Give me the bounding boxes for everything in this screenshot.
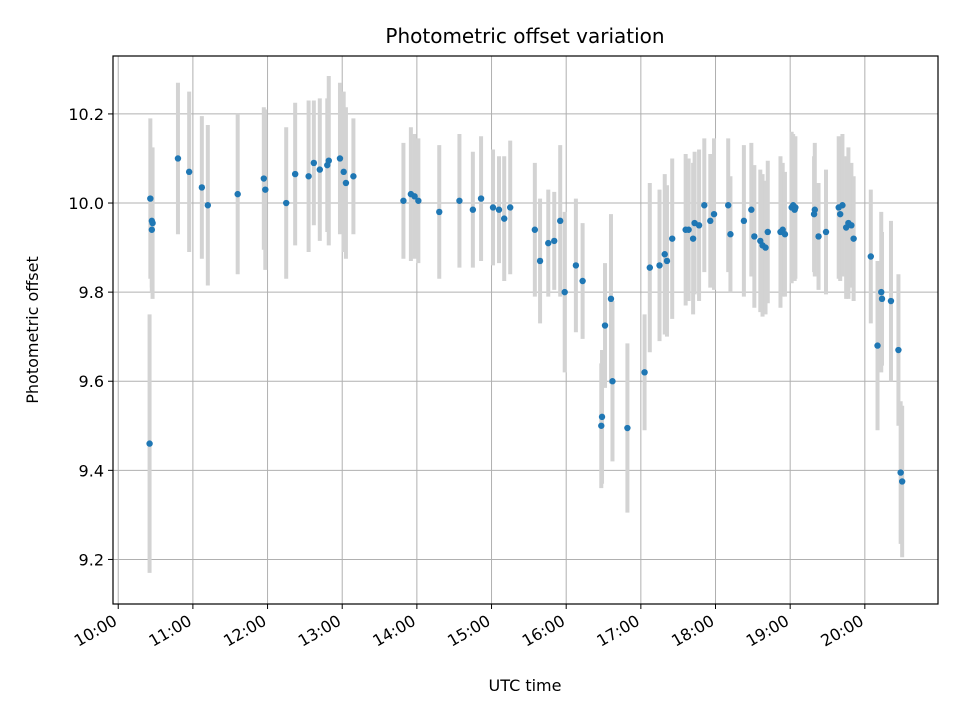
data-point (598, 422, 605, 429)
data-point (646, 264, 654, 271)
y-tick-label: 10.0 (68, 194, 104, 213)
data-point (781, 231, 789, 238)
data-point (811, 206, 819, 213)
data-point (762, 244, 769, 251)
data-point (685, 226, 692, 233)
plot-frame (112, 55, 939, 605)
data-point (489, 204, 497, 211)
data-point (400, 197, 407, 204)
data-point (815, 233, 822, 240)
data-point (601, 322, 609, 329)
data-point (624, 424, 631, 432)
y-tick-label: 10.2 (68, 105, 104, 124)
data-point (609, 378, 616, 385)
data-point (531, 226, 539, 233)
data-point (305, 173, 312, 180)
data-point (342, 179, 350, 187)
data-point (336, 155, 344, 162)
data-point (641, 369, 648, 376)
data-point (198, 184, 206, 191)
data-point (495, 206, 503, 213)
data-point (456, 197, 463, 204)
data-point (897, 469, 904, 476)
data-point (898, 478, 906, 485)
data-point (551, 237, 558, 245)
data-point (501, 215, 508, 222)
data-point (874, 342, 881, 349)
data-point (149, 219, 156, 227)
data-point (751, 233, 758, 240)
y-tick-label: 9.2 (79, 550, 104, 569)
data-point (350, 173, 357, 180)
x-axis-label: UTC time (489, 676, 562, 695)
data-point (725, 202, 732, 209)
grid (113, 56, 938, 604)
data-point (415, 197, 422, 204)
data-point (764, 228, 771, 236)
data-point (822, 228, 830, 236)
y-tick-label: 9.4 (79, 461, 104, 480)
data-point (146, 440, 153, 447)
data-point (748, 206, 755, 213)
data-points (146, 155, 906, 485)
data-point (701, 202, 708, 209)
data-point (148, 226, 156, 233)
data-point (545, 239, 552, 247)
data-point (557, 217, 564, 225)
data-point (340, 168, 347, 176)
chart-title: Photometric offset variation (385, 24, 664, 48)
data-point (689, 235, 697, 242)
data-point (561, 288, 568, 296)
data-point (579, 277, 586, 285)
data-point (262, 186, 269, 193)
data-point (867, 253, 875, 260)
data-point (727, 231, 734, 238)
data-point (477, 195, 485, 202)
data-point (283, 199, 290, 207)
data-point (661, 251, 668, 258)
data-point (848, 222, 855, 229)
data-point (656, 262, 663, 269)
data-point (792, 204, 799, 211)
data-point (572, 262, 580, 269)
data-point (887, 297, 895, 305)
data-point (174, 155, 182, 162)
data-point (850, 235, 857, 242)
data-point (707, 217, 714, 225)
data-point (506, 204, 514, 211)
data-point (147, 195, 154, 202)
y-axis-label: Photometric offset (23, 256, 42, 404)
data-point (234, 190, 241, 198)
data-point (204, 202, 212, 209)
y-tick-label: 9.6 (79, 372, 104, 391)
data-point (260, 175, 268, 182)
data-point (878, 295, 886, 303)
data-point (469, 206, 477, 213)
data-point (185, 168, 193, 176)
data-point (836, 210, 844, 218)
data-point (695, 222, 703, 229)
data-point (310, 159, 318, 167)
data-point (325, 157, 332, 164)
data-point (316, 166, 324, 173)
data-point (895, 346, 902, 354)
data-point (663, 257, 671, 265)
data-point (291, 170, 299, 178)
data-point (740, 217, 748, 225)
data-point (598, 413, 606, 421)
data-point (710, 210, 718, 218)
data-point (669, 235, 676, 242)
data-point (839, 202, 846, 209)
y-tick-label: 9.8 (79, 283, 104, 302)
data-point (607, 295, 615, 303)
data-point (436, 208, 443, 216)
data-point (878, 288, 885, 296)
data-point (411, 193, 418, 200)
data-point (536, 257, 544, 265)
